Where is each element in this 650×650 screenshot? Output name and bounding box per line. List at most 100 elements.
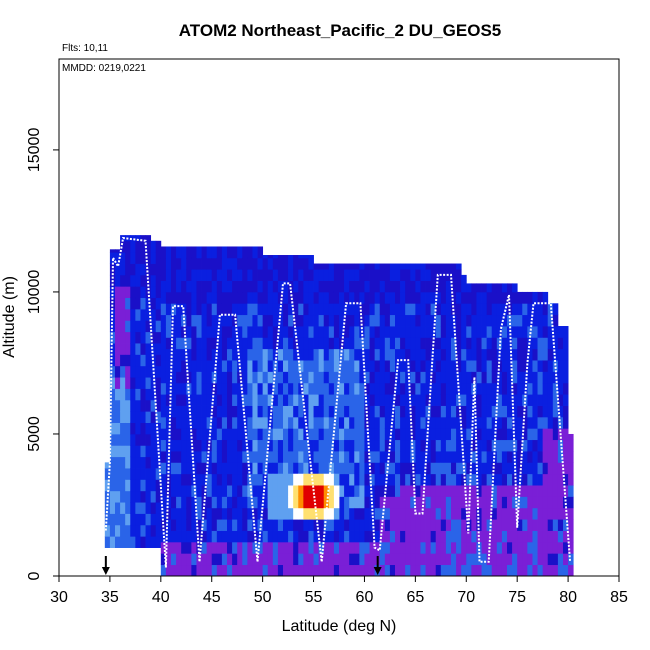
heatmap-cell — [389, 439, 396, 452]
heatmap-cell — [395, 326, 401, 338]
heatmap-cell — [272, 337, 279, 350]
heatmap-cell — [364, 530, 370, 543]
heatmap-cell — [496, 439, 503, 452]
heatmap-cell — [216, 428, 223, 441]
heatmap-cell — [374, 314, 381, 327]
heatmap-cell — [512, 348, 518, 361]
flights-annotation: Flts: 10,11 — [62, 43, 108, 54]
heatmap-cell — [135, 388, 141, 401]
heatmap-cell — [512, 428, 518, 441]
heatmap-cell — [227, 564, 233, 577]
heatmap-cell — [252, 496, 258, 509]
heatmap-cell — [201, 348, 208, 361]
heatmap-cell — [354, 263, 360, 270]
heatmap-cell — [547, 462, 554, 475]
heatmap-cell — [507, 428, 513, 441]
heatmap-cell — [176, 314, 182, 327]
heatmap-cell — [491, 564, 498, 577]
heatmap-cell — [389, 530, 396, 543]
heatmap-cell — [140, 308, 146, 321]
heatmap-cell — [405, 360, 411, 372]
heatmap-cell — [247, 564, 253, 577]
heatmap-cell — [181, 314, 187, 327]
heatmap-cell — [237, 405, 243, 418]
heatmap-cell — [384, 382, 391, 395]
heatmap-cell — [517, 416, 523, 429]
heatmap-cell — [115, 249, 121, 253]
heatmap-cell — [160, 360, 167, 372]
heatmap-cell — [257, 507, 264, 520]
heatmap-cell — [272, 394, 279, 406]
heatmap-cell — [181, 291, 187, 304]
heatmap-cell — [221, 280, 228, 293]
heatmap-cell — [328, 348, 335, 361]
heatmap-cell — [308, 257, 314, 270]
heatmap-cell — [364, 564, 370, 577]
heatmap-cell — [537, 451, 544, 463]
heatmap-cell — [557, 507, 564, 520]
heatmap-cell — [445, 462, 452, 475]
heatmap-cell — [293, 291, 299, 304]
heatmap-cell — [308, 553, 314, 566]
heatmap-cell — [252, 405, 258, 418]
heatmap-cell — [216, 564, 223, 577]
heatmap-cell — [140, 411, 146, 423]
heatmap-cell — [181, 428, 187, 441]
heatmap-cell — [130, 536, 136, 548]
heatmap-cell — [201, 291, 208, 304]
heatmap-cell — [563, 564, 569, 577]
heatmap-cell — [354, 371, 360, 384]
heatmap-cell — [512, 283, 518, 293]
heatmap-cell — [496, 519, 503, 531]
heatmap-cell — [456, 541, 462, 554]
heatmap-cell — [221, 439, 228, 452]
heatmap-cell — [517, 451, 523, 463]
heatmap-cell — [221, 303, 228, 316]
heatmap-layer — [104, 235, 574, 577]
heatmap-cell — [221, 405, 228, 418]
heatmap-cell — [186, 303, 192, 316]
heatmap-cell — [339, 291, 345, 304]
heatmap-cell — [430, 519, 437, 531]
heatmap-cell — [125, 331, 131, 344]
heatmap-cell — [527, 564, 533, 577]
heatmap-cell — [369, 291, 376, 304]
heatmap-cell — [125, 297, 131, 310]
heatmap-cell — [456, 564, 462, 577]
heatmap-cell — [389, 382, 396, 395]
heatmap-cell — [451, 451, 457, 463]
heatmap-cell — [476, 291, 482, 304]
heatmap-cell — [115, 365, 121, 378]
heatmap-cell — [109, 377, 116, 389]
heatmap-cell — [277, 405, 284, 418]
heatmap-cell — [379, 382, 386, 395]
heatmap-cell — [435, 263, 442, 270]
hotspot-cell — [288, 507, 294, 520]
heatmap-cell — [120, 286, 126, 299]
heatmap-cell — [364, 496, 370, 509]
x-tick-label: 30 — [50, 589, 68, 606]
heatmap-cell — [216, 451, 223, 463]
heatmap-cell — [227, 428, 233, 441]
heatmap-cell — [232, 246, 238, 259]
heatmap-cell — [491, 326, 498, 338]
heatmap-cell — [333, 263, 340, 270]
heatmap-cell — [211, 303, 218, 316]
heatmap-cell — [517, 337, 523, 350]
heatmap-cell — [384, 451, 391, 463]
heatmap-cell — [547, 473, 554, 486]
heatmap-cell — [308, 337, 314, 350]
heatmap-cell — [155, 456, 162, 469]
heatmap-cell — [400, 451, 406, 463]
heatmap-cell — [430, 291, 437, 304]
heatmap-cell — [537, 428, 544, 441]
heatmap-cell — [328, 541, 335, 554]
heatmap-cell — [293, 255, 299, 259]
heatmap-cell — [466, 507, 472, 520]
heatmap-cell — [400, 564, 406, 577]
heatmap-cell — [563, 360, 569, 372]
heatmap-cell — [221, 291, 228, 304]
heatmap-cell — [359, 382, 365, 395]
heatmap-cell — [384, 473, 391, 486]
heatmap-cell — [364, 269, 370, 281]
